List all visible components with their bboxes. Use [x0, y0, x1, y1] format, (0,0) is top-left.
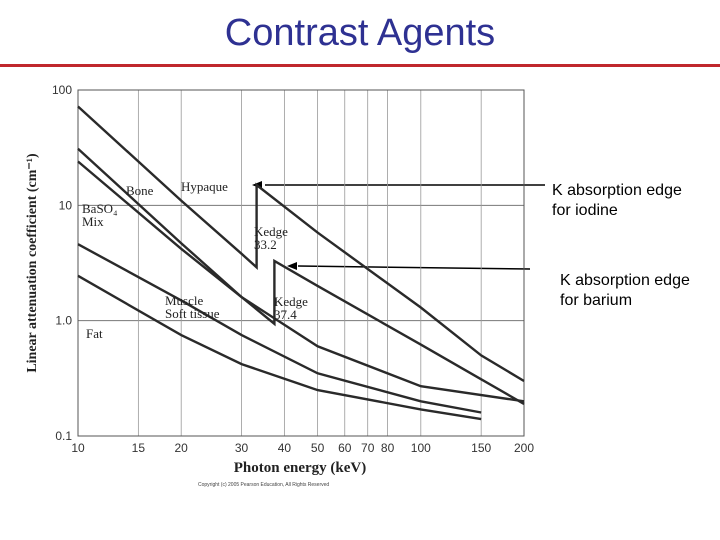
annotation: Kedge 33.2: [254, 224, 288, 252]
series-line: [77, 243, 482, 414]
series-label: Hypaque: [181, 179, 228, 194]
x-tick-label: 150: [471, 441, 491, 455]
annotation: K absorption edge for iodine: [552, 182, 682, 219]
x-axis-label: Photon energy (keV): [234, 460, 366, 476]
series-line: [77, 105, 525, 383]
x-tick-label: 40: [278, 441, 292, 455]
series-label: Muscle Soft tissue: [165, 293, 220, 321]
series-label: Bone: [126, 183, 154, 198]
y-tick-label: 10: [59, 198, 73, 212]
x-tick-label: 30: [235, 441, 249, 455]
series-label: Fat: [86, 326, 103, 341]
y-tick-label: 100: [52, 83, 72, 97]
annotation: Kedge 37.4: [274, 294, 308, 322]
plot-frame: [77, 89, 525, 437]
y-axis-label: Linear attenuation coefficient (cm⁻¹): [25, 153, 40, 373]
x-tick-label: 10: [71, 441, 85, 455]
barium-arrowhead: [287, 262, 297, 270]
x-tick-label: 20: [175, 441, 189, 455]
barium-arrow: [297, 265, 531, 270]
series-line: [77, 274, 482, 421]
y-tick-label: 1.0: [55, 314, 72, 328]
series-line: [77, 147, 525, 405]
slide-title: Contrast Agents: [224, 12, 496, 54]
x-tick-label: 50: [311, 441, 325, 455]
annotation: K absorption edge for barium: [560, 272, 690, 309]
series-label: BaSO₄ Mix: [82, 201, 118, 229]
x-tick-label: 80: [381, 441, 395, 455]
x-tick-label: 70: [361, 441, 375, 455]
title-rule: [0, 64, 720, 67]
y-tick-label: 0.1: [55, 429, 72, 443]
series-line: [77, 160, 525, 403]
x-tick-label: 200: [514, 441, 534, 455]
footnote: Copyright (c) 2005 Pearson Education, Al…: [198, 482, 330, 488]
x-tick-label: 15: [132, 441, 146, 455]
x-tick-label: 60: [338, 441, 352, 455]
x-tick-label: 100: [411, 441, 431, 455]
